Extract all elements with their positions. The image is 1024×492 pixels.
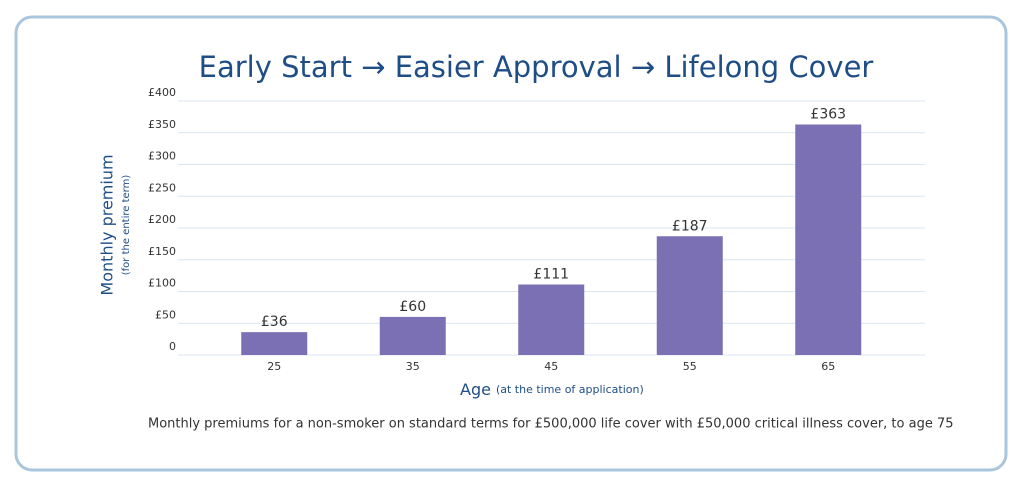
y-axis-sublabel: (for the entire term): [121, 175, 132, 276]
footnote: Monthly premiums for a non-smoker on sta…: [148, 417, 954, 432]
bar: [656, 236, 723, 355]
value-label: £111: [533, 267, 569, 283]
y-tick-label: £150: [148, 245, 176, 258]
bar: [518, 284, 585, 355]
x-axis-label: Age: [460, 380, 491, 399]
y-tick-label: 0: [169, 340, 176, 353]
x-axis-label-text: Age (at the time of application): [460, 380, 644, 399]
y-tick-label: £100: [148, 277, 176, 290]
x-tick-label: 35: [406, 360, 420, 373]
y-axis-label: Monthly premium: [98, 154, 117, 295]
bar: [795, 124, 862, 356]
bar: [241, 332, 308, 355]
y-tick-label: £250: [148, 181, 176, 194]
y-tick-label: £50: [155, 308, 176, 321]
y-tick-label: £200: [148, 213, 176, 226]
x-axis-sublabel: (at the time of application): [496, 383, 644, 396]
value-label: £187: [672, 218, 708, 234]
chart-title: Early Start → Easier Approval → Lifelong…: [199, 50, 874, 84]
value-label: £363: [810, 106, 846, 122]
y-tick-label: £300: [148, 150, 176, 163]
y-tick-label: £400: [148, 86, 176, 99]
x-tick-label: 25: [267, 360, 281, 373]
value-label: £36: [261, 314, 288, 330]
y-axis-label-group: Monthly premium (for the entire term): [98, 154, 133, 295]
x-tick-label: 65: [821, 360, 835, 373]
x-tick-label: 45: [544, 360, 558, 373]
bar: [379, 316, 446, 355]
x-tick-label: 55: [683, 360, 697, 373]
y-tick-label: £350: [148, 118, 176, 131]
value-label: £60: [399, 299, 426, 315]
frame: [14, 15, 1008, 472]
